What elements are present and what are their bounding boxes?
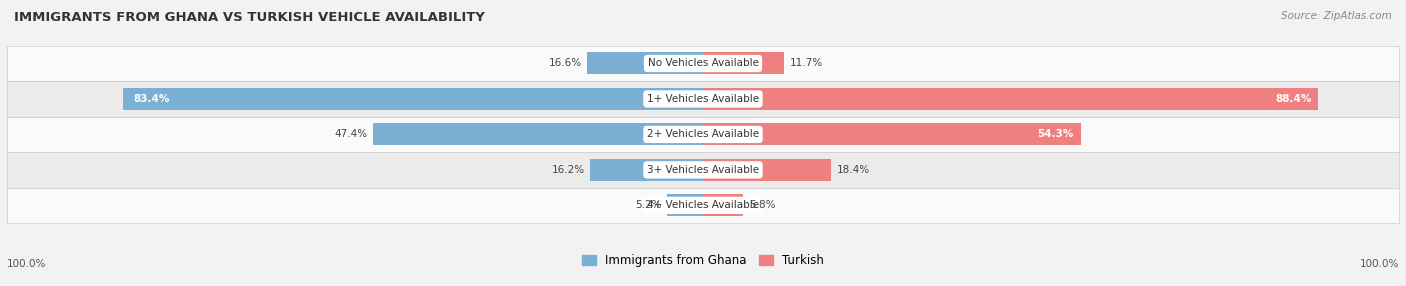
Text: 1+ Vehicles Available: 1+ Vehicles Available xyxy=(647,94,759,104)
Text: Source: ZipAtlas.com: Source: ZipAtlas.com xyxy=(1281,11,1392,21)
Bar xyxy=(703,53,785,74)
Bar xyxy=(703,88,1319,110)
Text: IMMIGRANTS FROM GHANA VS TURKISH VEHICLE AVAILABILITY: IMMIGRANTS FROM GHANA VS TURKISH VEHICLE… xyxy=(14,11,485,24)
Bar xyxy=(7,117,1399,152)
Text: No Vehicles Available: No Vehicles Available xyxy=(648,59,758,68)
Bar xyxy=(7,152,1399,188)
Bar xyxy=(703,159,831,181)
Text: 5.2%: 5.2% xyxy=(634,200,661,210)
Text: 18.4%: 18.4% xyxy=(837,165,870,175)
Bar xyxy=(591,159,703,181)
Legend: Immigrants from Ghana, Turkish: Immigrants from Ghana, Turkish xyxy=(582,254,824,267)
Text: 2+ Vehicles Available: 2+ Vehicles Available xyxy=(647,130,759,139)
Text: 100.0%: 100.0% xyxy=(1360,259,1399,269)
Bar xyxy=(703,194,744,216)
Text: 16.6%: 16.6% xyxy=(548,59,582,68)
Bar xyxy=(588,53,703,74)
Bar xyxy=(7,188,1399,223)
Text: 100.0%: 100.0% xyxy=(7,259,46,269)
Bar xyxy=(122,88,703,110)
Text: 83.4%: 83.4% xyxy=(134,94,169,104)
Text: 88.4%: 88.4% xyxy=(1275,94,1312,104)
Bar xyxy=(373,124,703,145)
Bar xyxy=(666,194,703,216)
Text: 5.8%: 5.8% xyxy=(749,200,776,210)
Bar xyxy=(7,81,1399,117)
Text: 4+ Vehicles Available: 4+ Vehicles Available xyxy=(647,200,759,210)
Text: 11.7%: 11.7% xyxy=(790,59,823,68)
Text: 47.4%: 47.4% xyxy=(335,130,367,139)
Bar xyxy=(703,124,1081,145)
Text: 54.3%: 54.3% xyxy=(1038,130,1074,139)
Text: 16.2%: 16.2% xyxy=(551,165,585,175)
Bar xyxy=(7,46,1399,81)
Text: 3+ Vehicles Available: 3+ Vehicles Available xyxy=(647,165,759,175)
